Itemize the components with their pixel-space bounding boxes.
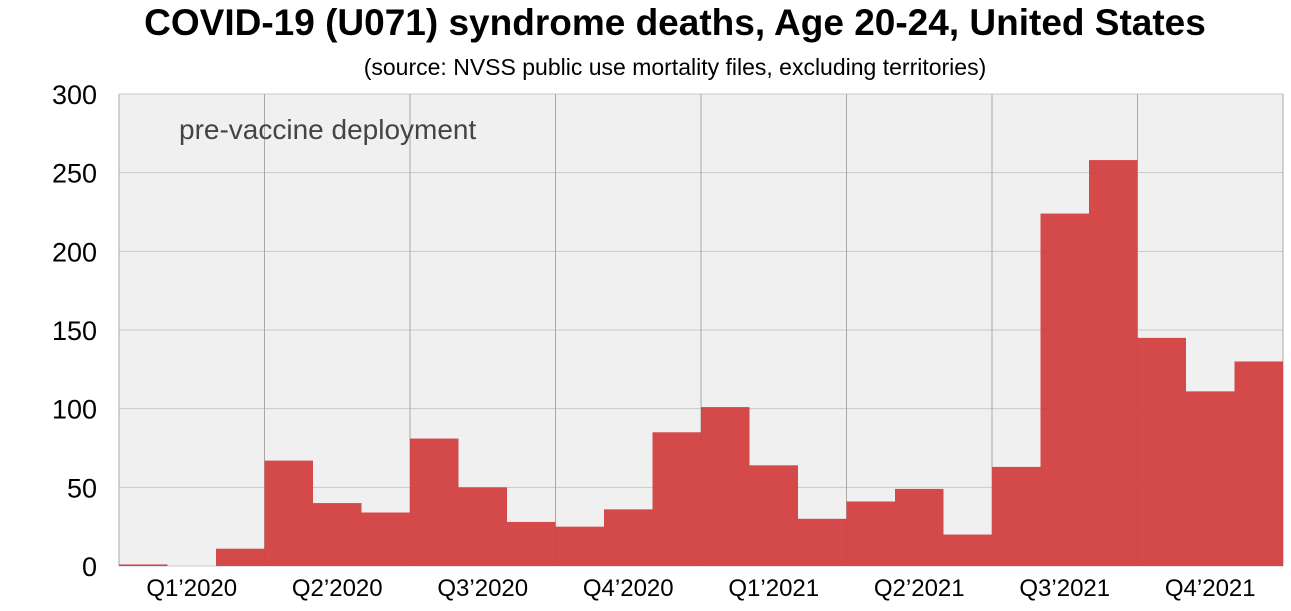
y-tick-label: 250 bbox=[52, 159, 97, 189]
bar-2021-10 bbox=[1137, 337, 1186, 566]
x-tick-label: Q1’2020 bbox=[146, 575, 237, 602]
bar-2020-05 bbox=[313, 503, 362, 566]
y-tick-label: 50 bbox=[67, 473, 97, 503]
x-tick-label: Q1’2021 bbox=[728, 575, 819, 602]
bar-2020-03 bbox=[216, 548, 265, 566]
bar-2021-08 bbox=[1040, 213, 1089, 566]
bar-2020-06 bbox=[361, 512, 410, 566]
bar-2020-07 bbox=[410, 438, 459, 566]
labels: 0 50 100 150 200 250 300 Q1’2020 Q2’2020 Q3’2020 Q… bbox=[52, 80, 1256, 602]
x-tick-label: Q2’2021 bbox=[874, 575, 965, 602]
bar-2020-09 bbox=[507, 521, 556, 566]
bar-2020-04 bbox=[264, 460, 313, 566]
y-tick-label: 200 bbox=[52, 237, 97, 267]
bar-2021-06 bbox=[943, 534, 992, 566]
x-tick-label: Q4’2020 bbox=[583, 575, 674, 602]
y-tick-label: 100 bbox=[52, 395, 97, 425]
x-tick-label: Q4’2021 bbox=[1165, 575, 1256, 602]
chart-subtitle: (source: NVSS public use mortality files… bbox=[363, 54, 987, 80]
bar-2021-02 bbox=[749, 465, 798, 566]
bar-2021-03 bbox=[798, 518, 847, 566]
chart-title: COVID-19 (U071) syndrome deaths, Age 20-… bbox=[144, 2, 1206, 43]
x-tick-label: Q2’2020 bbox=[292, 575, 383, 602]
bar-2021-09 bbox=[1089, 160, 1138, 566]
bar-2020-08 bbox=[458, 487, 507, 566]
bar-2020-11 bbox=[604, 509, 653, 566]
x-tick-label: Q3’2021 bbox=[1019, 575, 1110, 602]
bar-2021-04 bbox=[846, 501, 895, 566]
bars bbox=[119, 160, 1283, 566]
bar-2021-11 bbox=[1186, 391, 1235, 566]
shaded-region-label: pre-vaccine deployment bbox=[179, 114, 476, 145]
y-tick-label: 0 bbox=[82, 552, 97, 582]
bar-2020-10 bbox=[555, 526, 604, 566]
bar-2021-01 bbox=[701, 407, 750, 566]
y-tick-label: 150 bbox=[52, 316, 97, 346]
bar-2020-12 bbox=[652, 432, 701, 566]
bar-2021-07 bbox=[992, 466, 1041, 566]
x-tick-label: Q3’2020 bbox=[437, 575, 528, 602]
bar-2020-01 bbox=[119, 564, 168, 566]
bar-2021-12 bbox=[1234, 361, 1283, 566]
bar-2021-05 bbox=[895, 488, 944, 566]
y-tick-label: 300 bbox=[52, 80, 97, 110]
